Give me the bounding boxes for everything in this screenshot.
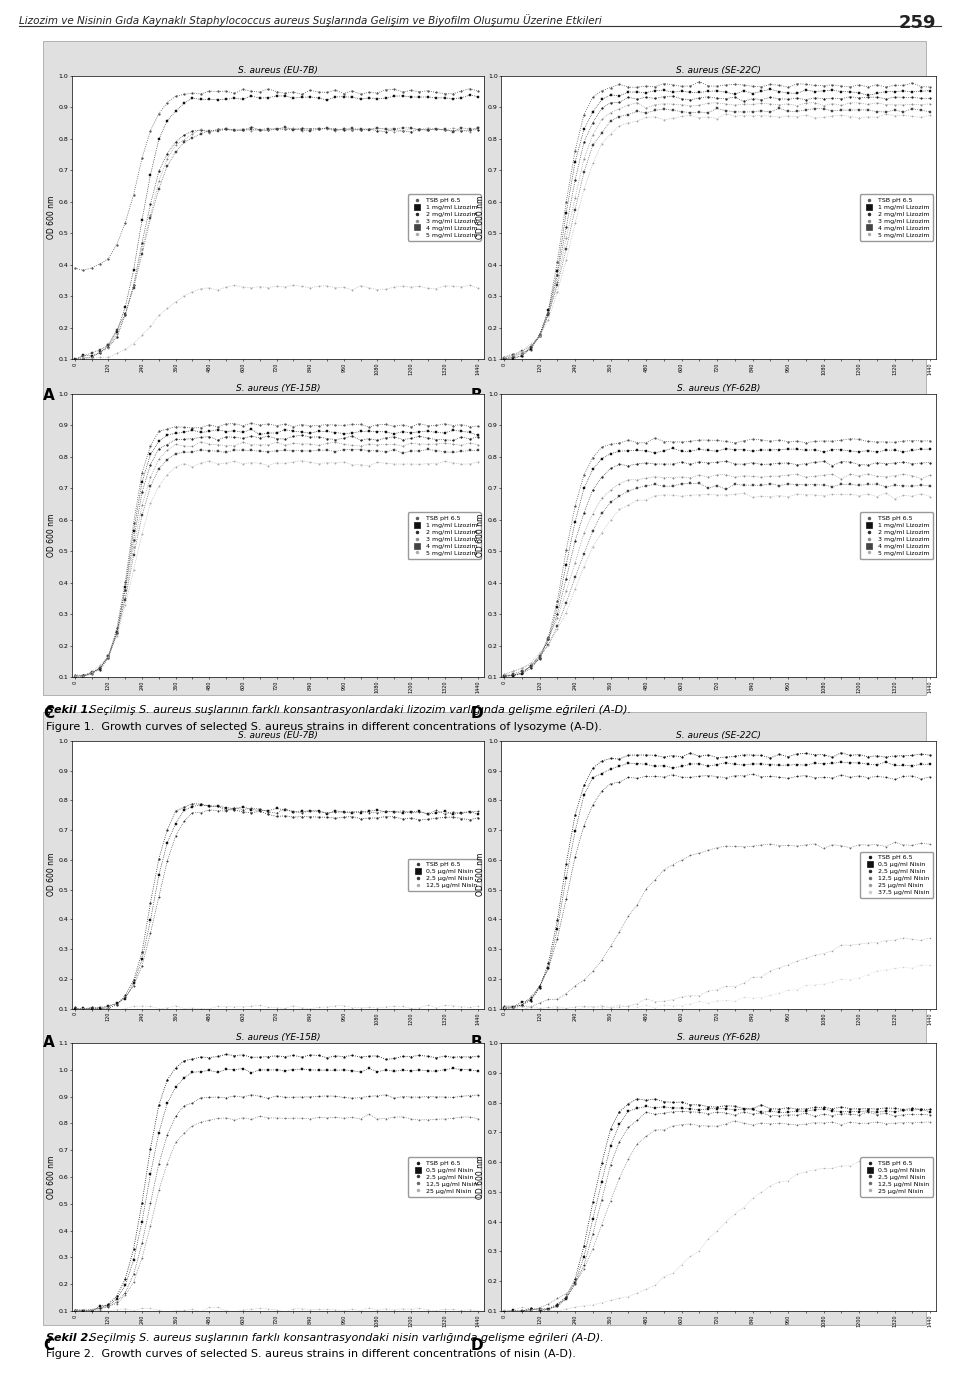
- Y-axis label: OD 600 nm: OD 600 nm: [47, 196, 56, 240]
- Text: Figure 2.  Growth curves of selected S. aureus strains in different concentratio: Figure 2. Growth curves of selected S. a…: [46, 1349, 576, 1359]
- Text: 259: 259: [899, 14, 936, 32]
- Title: S. aureus (YF-62B): S. aureus (YF-62B): [677, 1033, 760, 1042]
- Text: Seçilmiş S. aureus suşlarının farklı konsantrasyonlardaki lizozim varlığında gel: Seçilmiş S. aureus suşlarının farklı kon…: [86, 705, 632, 715]
- Text: Lizozim ve Nisinin Gıda Kaynaklı Staphylococcus aureus Suşlarında Gelişim ve Biy: Lizozim ve Nisinin Gıda Kaynaklı Staphyl…: [19, 14, 602, 26]
- Legend: TSB pH 6.5, 0,5 µg/ml Nisin, 2,5 µg/ml Nisin, 12,5 µg/ml Nisin, 25 µg/ml Nisin: TSB pH 6.5, 0,5 µg/ml Nisin, 2,5 µg/ml N…: [860, 1157, 933, 1197]
- Text: C: C: [43, 706, 55, 720]
- Legend: TSB pH 6.5, 1 mg/ml Lizozim, 2 mg/ml Lizozim, 3 mg/ml Lizozim, 4 mg/ml Lizozim, : TSB pH 6.5, 1 mg/ml Lizozim, 2 mg/ml Liz…: [860, 194, 933, 241]
- Text: Figure 1.  Growth curves of selected S. aureus strains in different concentratio: Figure 1. Growth curves of selected S. a…: [46, 722, 602, 731]
- Legend: TSB pH 6.5, 0,5 µg/ml Nisin, 2,5 µg/ml Nisin, 12,5 µg/ml Nisin, 25 µg/ml Nisin, : TSB pH 6.5, 0,5 µg/ml Nisin, 2,5 µg/ml N…: [860, 851, 933, 898]
- Y-axis label: OD 600 nm: OD 600 nm: [476, 1155, 485, 1198]
- Legend: TSB pH 6.5, 1 mg/ml Lizozim, 2 mg/ml Lizozim, 3 mg/ml Lizozim, 4 mg/ml Lizozim, : TSB pH 6.5, 1 mg/ml Lizozim, 2 mg/ml Liz…: [860, 512, 933, 559]
- Text: C: C: [43, 1337, 55, 1352]
- Title: S. aureus (EU-7B): S. aureus (EU-7B): [238, 731, 318, 739]
- Legend: TSB pH 6.5, 1 mg/ml Lizozim, 2 mg/ml Lizozim, 3 mg/ml Lizozim, 4 mg/ml Lizozim, : TSB pH 6.5, 1 mg/ml Lizozim, 2 mg/ml Liz…: [408, 512, 481, 559]
- Text: Şekil 1.: Şekil 1.: [46, 705, 92, 715]
- Text: A: A: [43, 1036, 55, 1051]
- Y-axis label: OD 600 nm: OD 600 nm: [47, 854, 56, 896]
- Text: D: D: [470, 1337, 483, 1352]
- Text: Şekil 2.: Şekil 2.: [46, 1333, 92, 1343]
- Title: S. aureus (YF-62B): S. aureus (YF-62B): [677, 384, 760, 392]
- Title: S. aureus (SE-22C): S. aureus (SE-22C): [676, 731, 761, 739]
- Y-axis label: OD 600 nm: OD 600 nm: [476, 854, 485, 896]
- Text: A: A: [43, 388, 55, 402]
- Y-axis label: OD 600 nm: OD 600 nm: [476, 514, 485, 558]
- Legend: TSB pH 6.5, 1 mg/ml Lizozim, 2 mg/ml Lizozim, 3 mg/ml Lizozim, 4 mg/ml Lizozim, : TSB pH 6.5, 1 mg/ml Lizozim, 2 mg/ml Liz…: [408, 194, 481, 241]
- Text: B: B: [470, 388, 482, 402]
- Y-axis label: OD 600 nm: OD 600 nm: [476, 196, 485, 240]
- Title: S. aureus (YE-15B): S. aureus (YE-15B): [235, 384, 321, 392]
- Y-axis label: OD 600 nm: OD 600 nm: [47, 1155, 56, 1198]
- Legend: TSB pH 6.5, 0,5 µg/ml Nisin, 2,5 µg/ml Nisin, 12,5 µg/ml Nisin, 25 µg/ml Nisin: TSB pH 6.5, 0,5 µg/ml Nisin, 2,5 µg/ml N…: [408, 1157, 481, 1197]
- Text: D: D: [470, 706, 483, 720]
- Legend: TSB pH 6.5, 0,5 µg/ml Nisin, 2,5 µg/ml Nisin, 12,5 µg/ml Nisin: TSB pH 6.5, 0,5 µg/ml Nisin, 2,5 µg/ml N…: [408, 858, 481, 891]
- Title: S. aureus (SE-22C): S. aureus (SE-22C): [676, 66, 761, 74]
- Title: S. aureus (YE-15B): S. aureus (YE-15B): [235, 1033, 321, 1042]
- Text: B: B: [470, 1036, 482, 1051]
- Y-axis label: OD 600 nm: OD 600 nm: [47, 514, 56, 558]
- Text: Seçilmiş S. aureus suşlarının farklı konsantrasyondaki nisin varlığında gelişme : Seçilmiş S. aureus suşlarının farklı kon…: [86, 1333, 604, 1343]
- Title: S. aureus (EU-7B): S. aureus (EU-7B): [238, 66, 318, 74]
